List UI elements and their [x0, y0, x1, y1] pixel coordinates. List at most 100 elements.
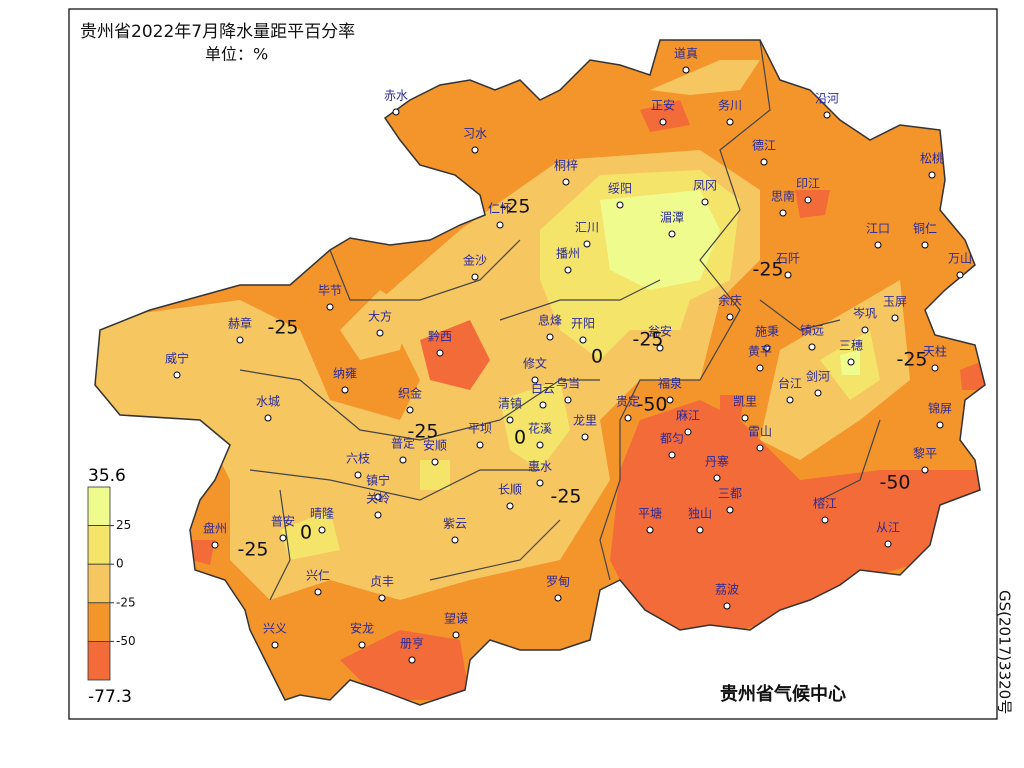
station-dot: [564, 396, 572, 404]
station-name: 乌当: [556, 376, 580, 391]
station-dot: [624, 414, 632, 422]
station-dot: [264, 414, 272, 422]
station-dot: [684, 428, 692, 436]
station-name: 平塘: [638, 506, 662, 521]
station-dot: [804, 196, 812, 204]
station-dot: [726, 506, 734, 514]
station-name: 大方: [368, 309, 392, 324]
station-name: 黔西: [428, 329, 452, 344]
contour-label: 0: [591, 346, 603, 368]
station-dot: [814, 389, 822, 397]
station-dot: [326, 303, 334, 311]
station-dot: [471, 146, 479, 154]
legend-level: 0: [116, 557, 124, 571]
station-dot: [399, 456, 407, 464]
station-name: 岑巩: [853, 307, 877, 321]
station-dot: [564, 266, 572, 274]
station-dot: [668, 451, 676, 459]
station-dot: [451, 536, 459, 544]
contour-label: 0: [300, 522, 312, 544]
station-dot: [884, 540, 892, 548]
station-dot: [318, 526, 326, 534]
station-dot: [374, 493, 382, 501]
station-name: 余庆: [718, 293, 742, 308]
station-dot: [374, 511, 382, 519]
station-name: 三都: [718, 487, 742, 501]
contour-label: -25: [267, 317, 298, 339]
frame: [68, 8, 998, 720]
legend-swatch: [87, 563, 111, 604]
station-name: 丹寨: [705, 454, 729, 469]
map-number: GS(2017)3320号: [996, 590, 1014, 714]
station-name: 安顺: [423, 438, 447, 453]
station-dot: [921, 466, 929, 474]
station-name: 兴仁: [306, 569, 330, 583]
station-dot: [723, 602, 731, 610]
station-dot: [546, 333, 554, 341]
title: 贵州省2022年7月降水量距平百分率: [80, 22, 355, 42]
station-name: 铜仁: [913, 221, 937, 236]
station-name: 普定: [391, 436, 415, 451]
station-name: 贞丰: [370, 575, 394, 589]
station-name: 镇宁: [366, 473, 390, 488]
zone: [340, 60, 910, 460]
station-name: 施秉: [755, 325, 779, 339]
contour-label: -25: [550, 486, 581, 508]
contour-label: -25: [407, 421, 438, 443]
station-name: 雷山: [748, 425, 772, 439]
station-name: 赫章: [228, 316, 252, 331]
station-name: 万山: [948, 252, 972, 266]
station-name: 从江: [876, 521, 900, 535]
station-name: 长顺: [498, 483, 522, 497]
legend-level: -25: [116, 595, 136, 609]
station-dot: [211, 541, 219, 549]
station-dot: [786, 396, 794, 404]
station-name: 独山: [688, 507, 712, 521]
station-dot: [760, 158, 768, 166]
station-name: 德江: [752, 138, 776, 153]
station-name: 江口: [866, 222, 890, 236]
station-name: 三穗: [839, 339, 863, 353]
station-name: 正安: [651, 98, 675, 113]
station-name: 白云: [531, 381, 555, 396]
county-borders: [94, 39, 986, 706]
station-dot: [378, 594, 386, 602]
station-dot: [713, 474, 721, 482]
station-name: 松桃: [920, 151, 944, 166]
station-dot: [531, 376, 539, 384]
station-dot: [921, 241, 929, 249]
station-name: 六枝: [346, 451, 370, 466]
legend: 25 0 -25 -50 35.6 -77.3: [87, 466, 136, 707]
station-name: 印江: [796, 177, 820, 191]
station-dot: [646, 526, 654, 534]
station-dot: [726, 313, 734, 321]
station-name: 锦屏: [928, 402, 952, 416]
station-dot: [476, 441, 484, 449]
station-dot: [539, 401, 547, 409]
station-name: 桐梓: [554, 158, 578, 173]
station-dot: [562, 178, 570, 186]
station-name: 务川: [718, 98, 742, 113]
station-dot: [808, 343, 816, 351]
station-name: 罗甸: [546, 575, 570, 589]
station-dot: [659, 118, 667, 126]
station-dot: [358, 641, 366, 649]
station-dot: [656, 344, 664, 352]
station-name: 织金: [398, 386, 422, 401]
station-dot: [471, 273, 479, 281]
station-name: 播州: [556, 247, 580, 261]
station-name: 湄潭: [660, 211, 684, 225]
station-name: 紫云: [443, 517, 467, 531]
station-name: 威宁: [165, 351, 189, 366]
station-dot: [392, 108, 400, 116]
zone: [280, 170, 880, 560]
station-name: 天柱: [923, 344, 947, 359]
station-name: 册亨: [400, 636, 424, 651]
station-dot: [779, 209, 787, 217]
station-name: 修文: [523, 356, 547, 371]
station-name: 仁怀: [488, 202, 512, 216]
station-dot: [554, 594, 562, 602]
station-dot: [763, 344, 771, 352]
